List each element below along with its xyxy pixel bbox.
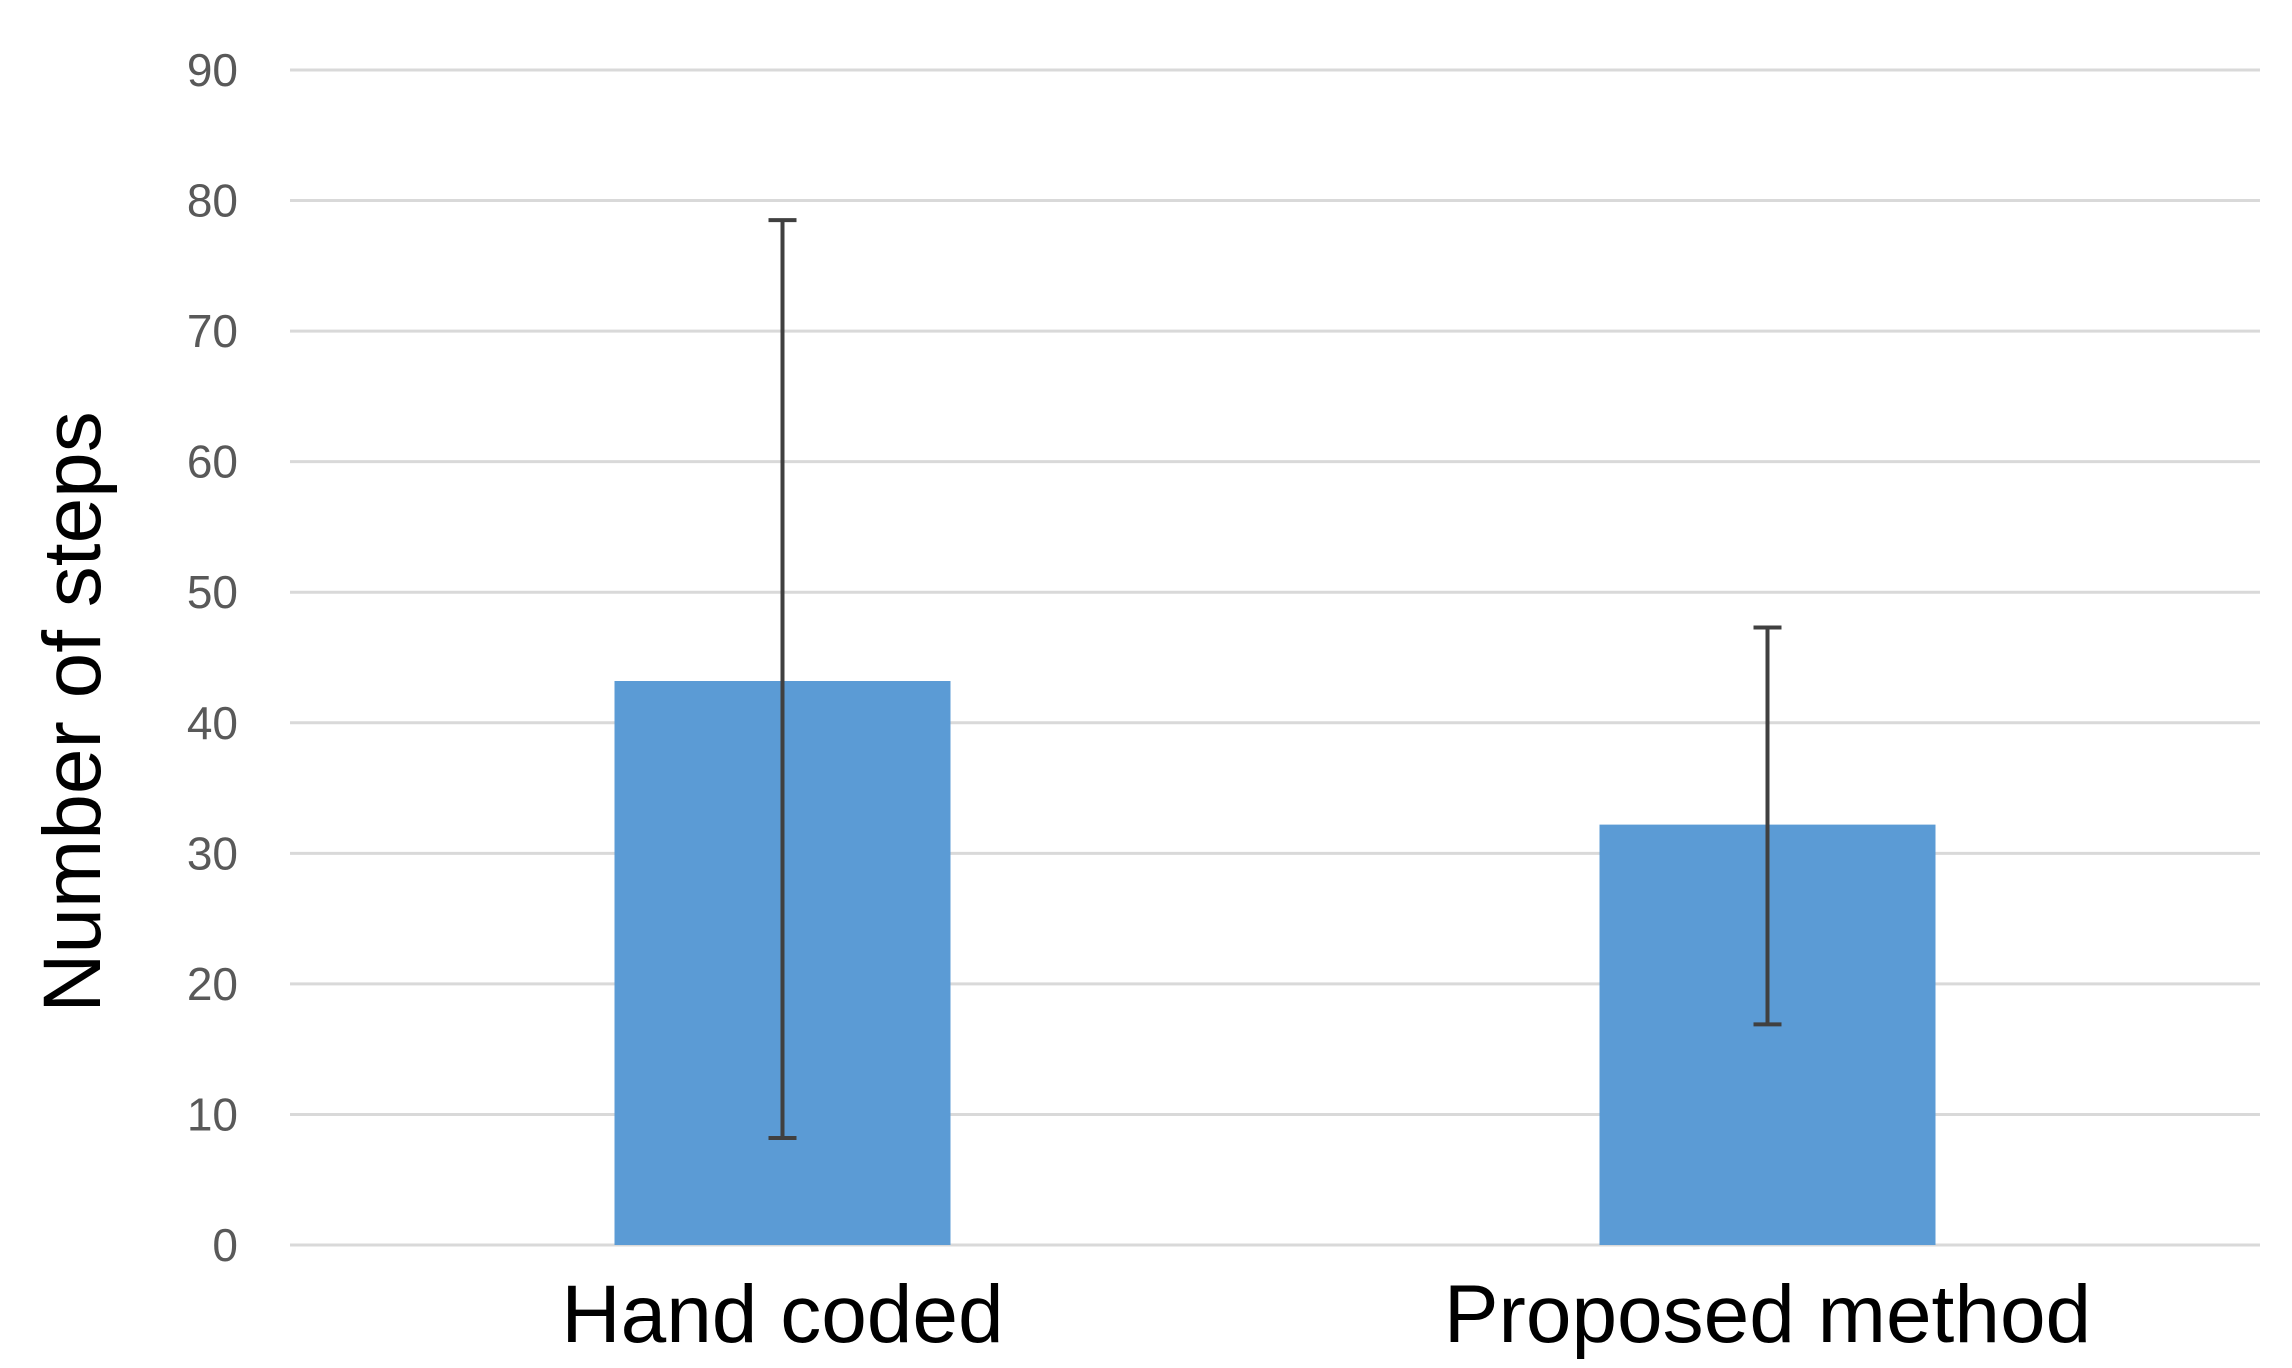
y-axis-tick-labels: 0 10 20 30 40 50 60 70 80 90 [187, 44, 238, 1271]
gridlines [290, 68, 2260, 1247]
y-tick-label: 50 [187, 566, 238, 618]
x-category-label: Hand coded [561, 1269, 1003, 1360]
y-tick-label: 10 [187, 1088, 238, 1140]
x-axis-category-labels: Hand coded Proposed method [561, 1269, 2091, 1360]
y-tick-label: 70 [187, 305, 238, 357]
bars [614, 681, 1936, 1245]
y-tick-label: 0 [212, 1219, 238, 1271]
y-tick-label: 90 [187, 44, 238, 96]
x-category-label: Proposed method [1444, 1269, 2091, 1360]
error-bar-hand-coded [768, 218, 797, 1140]
error-bar-proposed-method [1753, 625, 1782, 1027]
y-tick-label: 40 [187, 697, 238, 749]
y-tick-label: 60 [187, 436, 238, 488]
y-tick-label: 30 [187, 827, 238, 879]
error-bars [768, 218, 1782, 1140]
y-tick-label: 20 [187, 958, 238, 1010]
y-tick-label: 80 [187, 175, 238, 227]
y-axis-title: Number of steps [27, 411, 118, 1013]
